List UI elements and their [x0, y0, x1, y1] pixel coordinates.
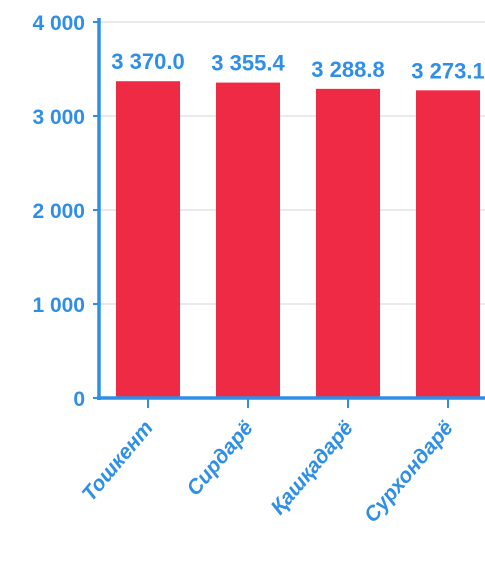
bars — [116, 81, 480, 399]
x-tick-label: Тошкент — [78, 416, 158, 505]
data-label: 3 370.0 — [111, 49, 184, 74]
y-tick-label: 3 000 — [32, 106, 85, 129]
y-tick-label: 4 000 — [32, 12, 85, 35]
axes — [93, 18, 485, 408]
bar — [316, 88, 380, 399]
y-tick-label: 2 000 — [32, 200, 85, 223]
bar — [216, 82, 280, 398]
x-tick-label: Сирдарё — [182, 416, 258, 500]
bar — [416, 90, 480, 398]
x-tick-label: Қашқадарё — [266, 416, 358, 519]
y-tick-label: 1 000 — [32, 294, 85, 317]
x-tick-label: Сурхондарё — [360, 416, 458, 527]
data-label: 3 288.8 — [311, 57, 384, 82]
data-label: 3 273.1 — [411, 58, 484, 83]
data-label: 3 355.4 — [211, 51, 285, 76]
bar — [116, 81, 180, 398]
y-tick-label: 0 — [73, 388, 85, 411]
